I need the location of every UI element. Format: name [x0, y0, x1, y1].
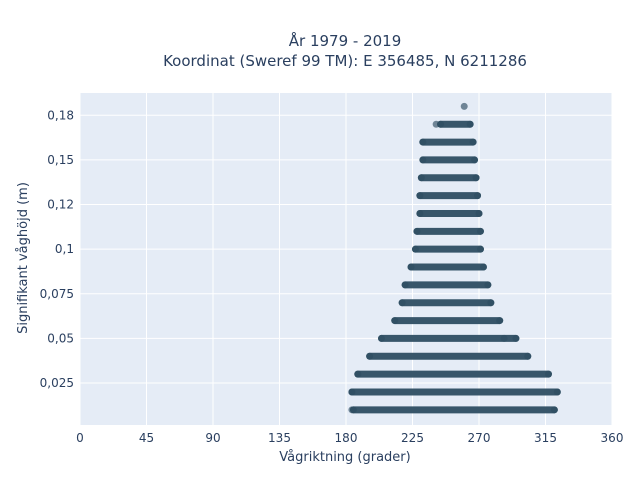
- data-point: [348, 406, 356, 414]
- data-point: [416, 192, 424, 200]
- y-tick-label: 0,18: [47, 108, 74, 122]
- y-axis-ticks: 0,025 0,05 0,075 0,1 0,12 0,15 0,18: [40, 108, 74, 390]
- data-point: [366, 352, 374, 360]
- y-tick-label: 0,05: [47, 331, 74, 345]
- x-axis-ticks: 0 45 90 135 180 225 270 315 360: [76, 431, 623, 445]
- data-point: [354, 370, 362, 378]
- data-point: [476, 227, 484, 235]
- x-tick-label: 270: [468, 431, 491, 445]
- data-points: [348, 102, 561, 414]
- chart-title-line-2: Koordinat (Sweref 99 TM): E 356485, N 62…: [163, 52, 527, 70]
- data-point: [348, 388, 356, 396]
- data-point: [475, 209, 483, 217]
- data-point: [487, 299, 495, 307]
- data-point: [432, 120, 440, 128]
- data-point: [544, 370, 552, 378]
- y-tick-label: 0,025: [40, 376, 74, 390]
- data-point: [484, 281, 492, 289]
- x-tick-label: 90: [205, 431, 220, 445]
- y-tick-label: 0,12: [47, 198, 74, 212]
- data-point: [419, 156, 427, 164]
- data-point: [407, 263, 415, 271]
- x-tick-label: 45: [139, 431, 154, 445]
- data-point: [550, 406, 558, 414]
- data-point: [474, 192, 482, 200]
- x-tick-label: 360: [601, 431, 624, 445]
- x-tick-label: 315: [534, 431, 557, 445]
- data-point: [401, 281, 409, 289]
- data-point: [460, 102, 468, 110]
- data-point: [417, 174, 425, 182]
- x-axis-label: Vågriktning (grader): [279, 450, 410, 465]
- grid-lines: [79, 93, 613, 425]
- y-tick-label: 0,075: [40, 287, 74, 301]
- chart-title-line-1: År 1979 - 2019: [289, 31, 402, 50]
- x-tick-label: 0: [76, 431, 84, 445]
- data-point: [391, 317, 399, 325]
- data-point: [419, 138, 427, 146]
- data-point: [398, 299, 406, 307]
- data-point: [553, 388, 561, 396]
- data-point: [512, 334, 520, 342]
- data-point: [472, 174, 480, 182]
- data-point: [469, 138, 477, 146]
- data-point: [500, 334, 508, 342]
- data-point: [466, 120, 474, 128]
- y-axis-label: Signifikant våghöjd (m): [16, 182, 31, 334]
- data-point: [524, 352, 532, 360]
- data-point: [377, 334, 385, 342]
- data-point: [496, 317, 504, 325]
- x-tick-label: 135: [268, 431, 291, 445]
- data-point: [479, 263, 487, 271]
- data-point: [411, 245, 419, 253]
- data-point: [416, 209, 424, 217]
- x-tick-label: 180: [335, 431, 358, 445]
- y-tick-label: 0,15: [47, 153, 74, 167]
- x-tick-label: 225: [401, 431, 424, 445]
- y-tick-label: 0,1: [55, 242, 74, 256]
- data-point: [471, 156, 479, 164]
- data-point: [476, 245, 484, 253]
- data-point: [413, 227, 421, 235]
